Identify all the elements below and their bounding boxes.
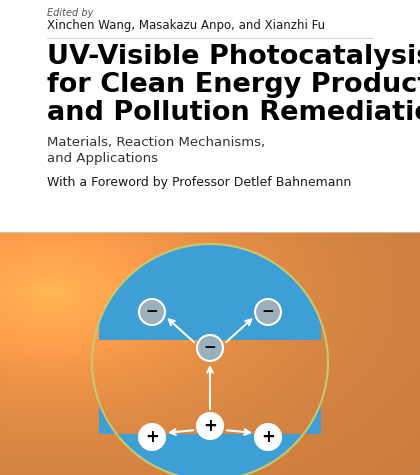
Text: and Applications: and Applications bbox=[47, 152, 158, 165]
Polygon shape bbox=[99, 402, 321, 475]
Text: +: + bbox=[145, 428, 159, 446]
Text: UV-Visible Photocatalysis: UV-Visible Photocatalysis bbox=[47, 44, 420, 70]
Text: With a Foreword by Professor Detlef Bahnemann: With a Foreword by Professor Detlef Bahn… bbox=[47, 176, 351, 189]
Text: −: − bbox=[146, 304, 158, 320]
Circle shape bbox=[255, 299, 281, 325]
Text: Xinchen Wang, Masakazu Anpo, and Xianzhi Fu: Xinchen Wang, Masakazu Anpo, and Xianzhi… bbox=[47, 19, 325, 32]
Text: and Pollution Remediation: and Pollution Remediation bbox=[47, 100, 420, 126]
Circle shape bbox=[139, 299, 165, 325]
Text: for Clean Energy Production: for Clean Energy Production bbox=[47, 72, 420, 98]
Text: −: − bbox=[262, 304, 274, 320]
Bar bbox=[0, 0, 420, 232]
Text: Materials, Reaction Mechanisms,: Materials, Reaction Mechanisms, bbox=[47, 136, 265, 149]
Circle shape bbox=[197, 413, 223, 439]
Text: +: + bbox=[261, 428, 275, 446]
Text: −: − bbox=[204, 341, 216, 355]
Circle shape bbox=[197, 335, 223, 361]
Text: +: + bbox=[203, 417, 217, 435]
Text: Edited by: Edited by bbox=[47, 8, 93, 18]
Circle shape bbox=[139, 424, 165, 450]
Circle shape bbox=[255, 424, 281, 450]
Polygon shape bbox=[99, 244, 321, 340]
